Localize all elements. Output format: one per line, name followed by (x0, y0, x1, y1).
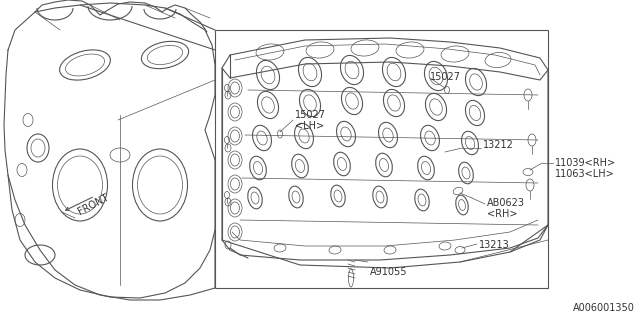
Text: 13213: 13213 (479, 240, 509, 250)
Text: AB0623: AB0623 (487, 198, 525, 208)
Text: FRONT: FRONT (76, 192, 110, 217)
Text: A91055: A91055 (370, 267, 408, 277)
Text: A006001350: A006001350 (573, 303, 635, 313)
Text: 15027: 15027 (295, 110, 326, 120)
Text: <LH>: <LH> (295, 121, 324, 131)
Bar (215, 30, 548, 288)
Text: 13212: 13212 (483, 140, 514, 150)
Text: 11063<LH>: 11063<LH> (555, 169, 615, 179)
Text: 15027: 15027 (430, 72, 461, 82)
Text: <RH>: <RH> (487, 209, 518, 219)
Text: 11039<RH>: 11039<RH> (555, 158, 616, 168)
